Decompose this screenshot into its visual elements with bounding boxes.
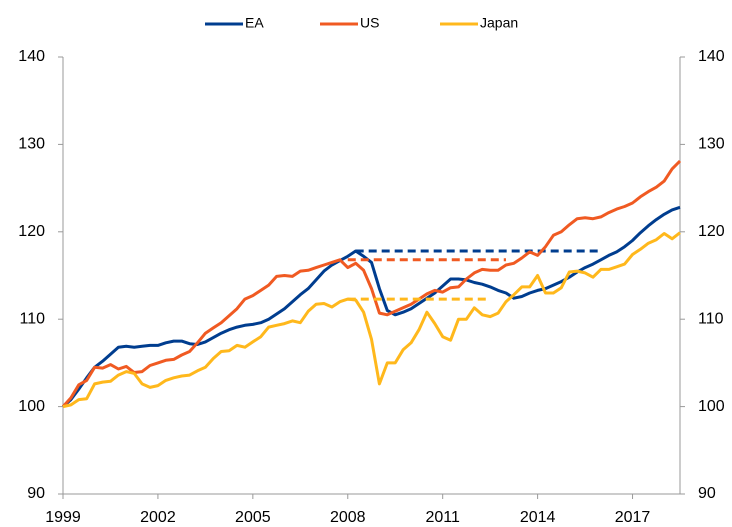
y2-tick-label: 100 (698, 398, 725, 415)
series-line (62, 205, 681, 408)
x-tick-label: 2005 (235, 509, 271, 526)
legend-label: EA (245, 15, 264, 31)
legend-label: Japan (480, 15, 518, 31)
y2-tick-label: 120 (698, 223, 725, 240)
y-tick-label: 130 (18, 136, 45, 153)
y2-tick-label: 110 (698, 310, 724, 327)
y2-tick-label: 140 (698, 48, 725, 65)
y-tick-label: 110 (19, 310, 45, 327)
y2-tick-label: 90 (698, 485, 716, 502)
x-tick-label: 2014 (520, 509, 556, 526)
y-tick-label: 90 (27, 485, 45, 502)
x-tick-label: 1999 (45, 509, 81, 526)
x-tick-label: 2011 (425, 509, 460, 526)
y-tick-label: 140 (18, 48, 45, 65)
series-line (61, 159, 682, 408)
series-line (62, 231, 681, 409)
x-tick-label: 2002 (140, 509, 176, 526)
x-tick-label: 2017 (615, 509, 651, 526)
y-tick-label: 100 (18, 398, 45, 415)
x-tick-label: 2008 (330, 509, 366, 526)
y2-tick-label: 130 (698, 136, 725, 153)
legend-label: US (360, 15, 379, 31)
y-tick-label: 120 (18, 223, 45, 240)
